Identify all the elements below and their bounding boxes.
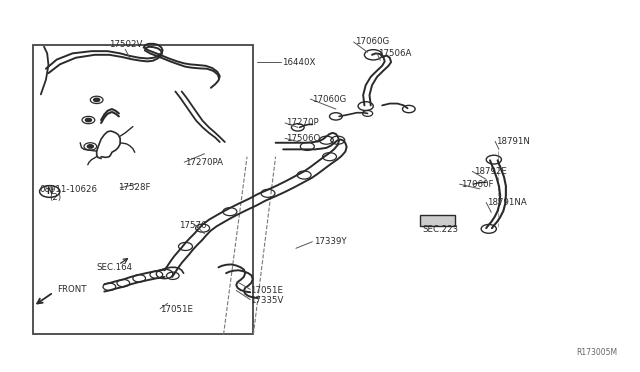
Text: 17051E: 17051E (160, 305, 193, 314)
Text: 18791NA: 18791NA (488, 198, 527, 207)
Text: 17528F: 17528F (118, 183, 151, 192)
Text: 18792E: 18792E (474, 167, 506, 176)
Bar (420, 215, 455, 226)
Text: 17270PA: 17270PA (186, 158, 223, 167)
Text: 17506Q: 17506Q (286, 134, 321, 143)
Text: 17339Y: 17339Y (314, 237, 346, 246)
Bar (33, 45, 253, 334)
Text: R173005M: R173005M (576, 349, 617, 357)
Circle shape (93, 98, 100, 102)
Text: 17502V: 17502V (109, 39, 142, 49)
Text: 17576: 17576 (179, 221, 207, 230)
Text: (2): (2) (49, 193, 61, 202)
Text: 17060G: 17060G (355, 38, 389, 46)
Text: 16440X: 16440X (282, 58, 316, 67)
Text: 17060F: 17060F (461, 180, 493, 189)
Circle shape (85, 118, 92, 122)
Text: 08911-10626: 08911-10626 (40, 185, 97, 194)
Text: SEC.164: SEC.164 (97, 263, 133, 272)
Circle shape (87, 145, 93, 148)
Text: 17051E: 17051E (250, 286, 284, 295)
Text: 17506A: 17506A (378, 49, 412, 58)
Text: FRONT: FRONT (57, 285, 86, 294)
Text: 18791N: 18791N (497, 137, 531, 146)
Text: 17270P: 17270P (286, 118, 319, 128)
Text: 17060G: 17060G (312, 94, 346, 104)
Text: 17335V: 17335V (250, 296, 284, 305)
Text: N: N (47, 187, 53, 196)
Text: SEC.223: SEC.223 (423, 225, 459, 234)
